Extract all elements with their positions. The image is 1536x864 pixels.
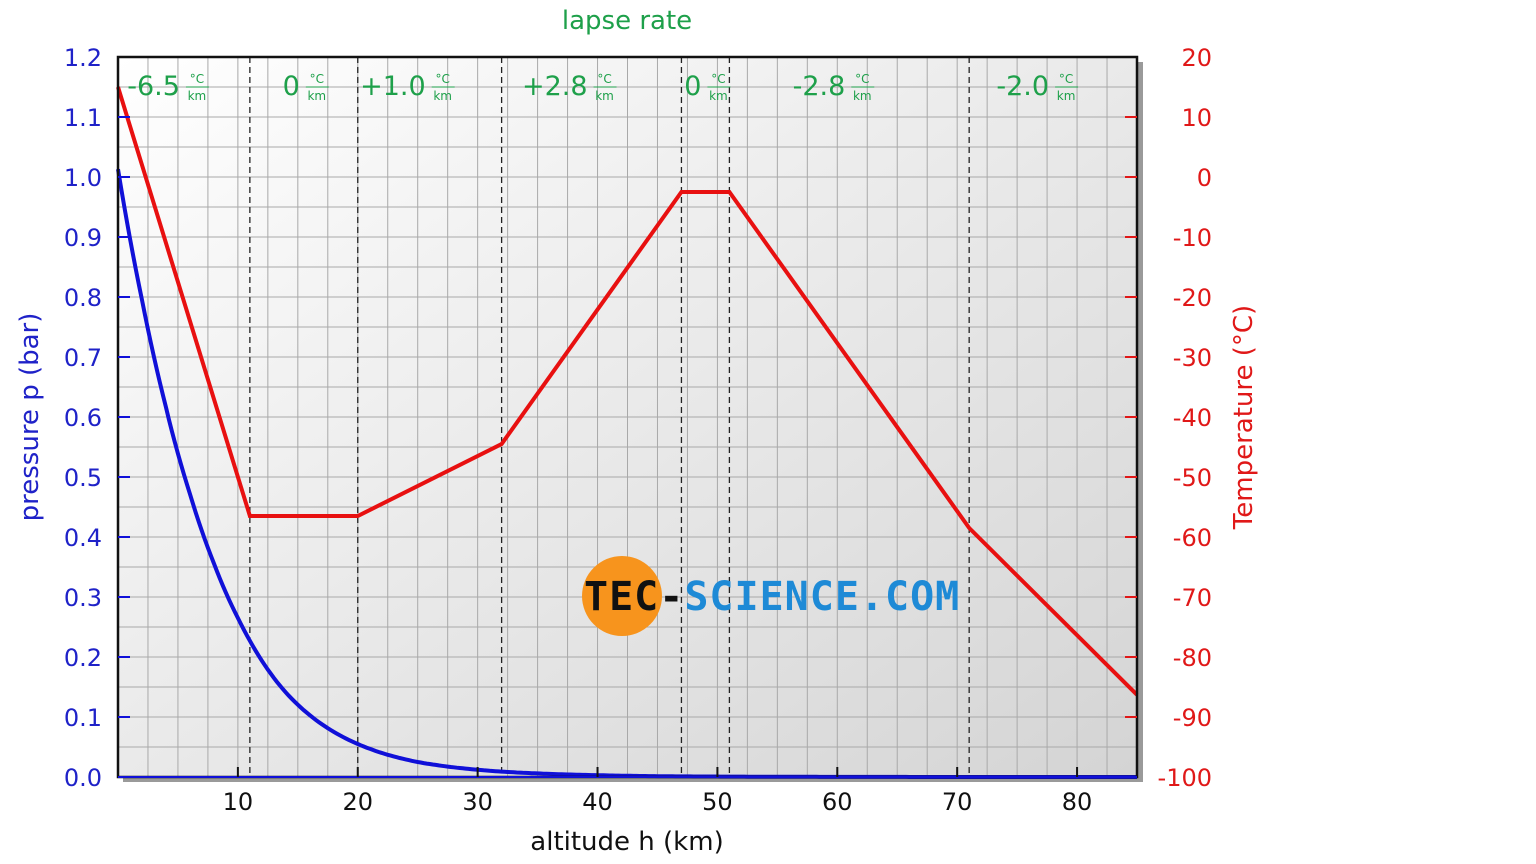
lapse-rate-label: -2.0 °C km [996,71,1079,103]
svg-text:°C: °C [597,72,611,86]
lapse-rate-label: +2.8 °C km [522,71,617,103]
x-tick-label: 40 [582,788,613,816]
left-tick-label: 0.2 [64,644,102,672]
left-tick-label: 0.0 [64,764,102,792]
svg-text:0: 0 [684,71,701,102]
svg-text:°C: °C [855,72,869,86]
right-tick-label: -50 [1173,464,1212,492]
left-axis-label: pressure p (bar) [15,313,45,522]
left-tick-label: 0.4 [64,524,102,552]
left-tick-label: 0.7 [64,344,102,372]
left-tick-label: 1.0 [64,164,102,192]
svg-text:km: km [433,89,452,103]
right-tick-label: -100 [1158,764,1212,792]
left-tick-label: 0.3 [64,584,102,612]
svg-text:km: km [188,89,207,103]
svg-text:°C: °C [310,72,324,86]
left-tick-label: 0.8 [64,284,102,312]
left-tick-label: 0.6 [64,404,102,432]
logo-circle [582,556,662,636]
x-tick-label: 30 [462,788,493,816]
lapse-rate-label: +1.0 °C km [360,71,455,103]
axis-ticks [118,116,1137,777]
tick-labels: 10 20 30 40 50 60 70 80 0.0 0.1 0.2 0.3 0.4 0.5 0.6 0.7… [64,44,1212,816]
lapse-rate-labels: -6.5 °C km 0 °C km +1.0 °C km +2.8 °C km 0 °C km -2.8 °C… [127,71,1079,103]
chart-title: lapse rate [561,6,693,36]
right-tick-label: -10 [1173,224,1212,252]
right-tick-label: -80 [1173,644,1212,672]
layer-boundaries [249,57,970,777]
right-tick-label: -30 [1173,344,1212,372]
right-tick-label: 20 [1181,44,1212,72]
left-tick-label: 0.1 [64,704,102,732]
right-tick-label: -60 [1173,524,1212,552]
svg-text:km: km [1057,89,1076,103]
lapse-rate-label: -6.5 °C km [127,71,209,103]
x-tick-label: 10 [223,788,254,816]
svg-text:°C: °C [1059,72,1073,86]
watermark-logo: TEC-SCIENCE.COM [582,556,960,636]
left-tick-label: 1.1 [64,104,102,132]
temperature-curve [116,86,1139,697]
svg-text:+2.8: +2.8 [522,71,588,102]
right-tick-label: -40 [1173,404,1212,432]
x-tick-label: 50 [702,788,733,816]
left-tick-label: 1.2 [64,44,102,72]
left-tick-label: 0.5 [64,464,102,492]
right-tick-label: -70 [1173,584,1212,612]
svg-text:km: km [853,89,872,103]
left-tick-label: 0.9 [64,224,102,252]
svg-text:km: km [595,89,614,103]
svg-text:°C: °C [435,72,449,86]
svg-text:-6.5: -6.5 [127,71,180,102]
lapse-rate-label: 0 °C km [684,71,731,103]
svg-text:-2.0: -2.0 [996,71,1049,102]
right-axis-label: Temperature (°C) [1229,305,1259,530]
grid-lines [118,57,1137,777]
x-tick-label: 20 [342,788,373,816]
right-tick-label: 0 [1197,164,1212,192]
right-tick-label: -20 [1173,284,1212,312]
svg-text:km: km [307,89,326,103]
logo-text: TEC-SCIENCE.COM [584,574,960,620]
svg-text:+1.0: +1.0 [360,71,426,102]
svg-text:°C: °C [711,72,725,86]
svg-text:°C: °C [190,72,204,86]
x-tick-label: 80 [1062,788,1093,816]
x-tick-label: 70 [942,788,973,816]
x-axis-label: altitude h (km) [530,827,723,857]
lapse-rate-label: -2.8 °C km [793,71,875,103]
right-tick-label: 10 [1181,104,1212,132]
svg-text:0: 0 [283,71,300,102]
svg-text:km: km [709,89,728,103]
x-tick-label: 60 [822,788,853,816]
right-tick-label: -90 [1173,704,1212,732]
svg-text:-2.8: -2.8 [793,71,846,102]
lapse-rate-label: 0 °C km [283,71,329,103]
